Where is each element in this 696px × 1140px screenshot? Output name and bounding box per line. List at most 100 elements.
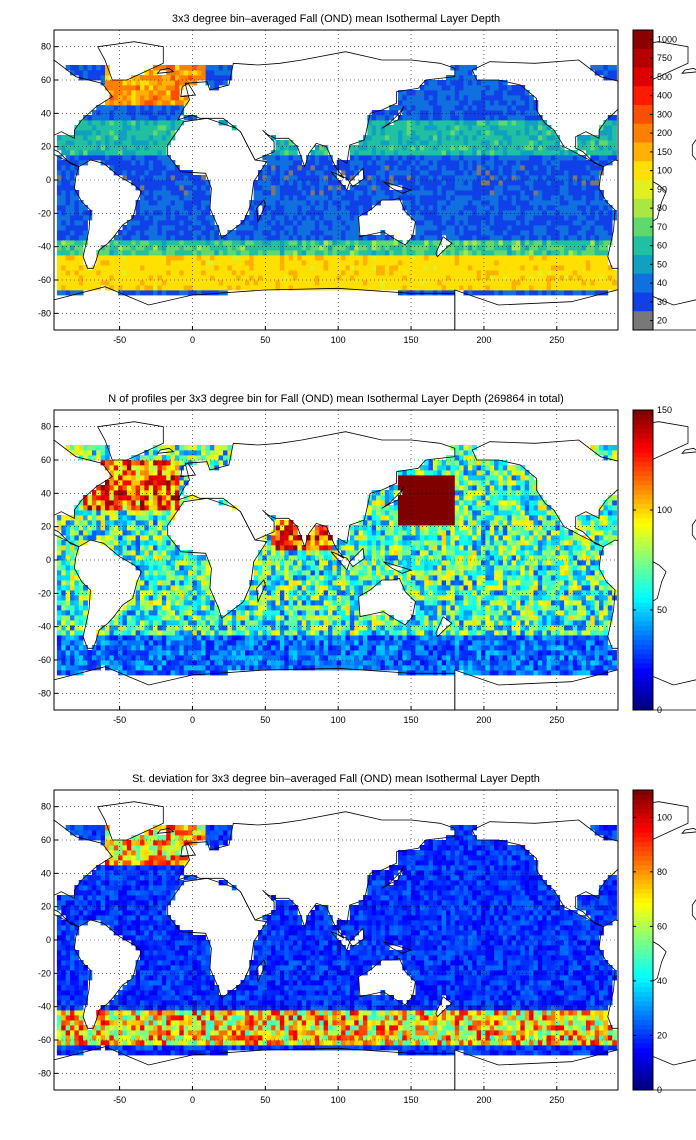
data-cell <box>183 170 189 176</box>
data-cell <box>415 195 421 201</box>
data-cell <box>310 275 316 281</box>
data-cell <box>590 230 596 236</box>
data-cell <box>61 290 67 296</box>
data-cell <box>174 250 180 256</box>
data-cell <box>406 110 412 116</box>
data-cell <box>188 195 193 201</box>
data-cell <box>454 85 460 91</box>
data-cell <box>507 670 513 676</box>
data-cell <box>319 655 325 661</box>
data-cell <box>258 195 263 201</box>
data-cell <box>209 220 215 226</box>
data-cell <box>599 220 604 226</box>
data-cell <box>336 260 342 266</box>
data-cell <box>599 140 604 146</box>
data-cell <box>590 180 596 186</box>
data-cell <box>105 85 110 91</box>
data-cell <box>419 650 425 656</box>
data-cell <box>144 280 150 286</box>
data-cell <box>240 645 246 651</box>
data-cell <box>96 135 102 141</box>
data-cell <box>542 180 547 186</box>
data-cell <box>349 245 355 251</box>
data-cell <box>105 270 110 276</box>
data-cell <box>524 125 530 131</box>
data-cell <box>201 240 206 246</box>
data-cell <box>406 245 412 251</box>
data-cell <box>253 650 259 656</box>
data-cell <box>188 275 193 281</box>
data-cell <box>358 645 364 651</box>
data-cell <box>70 260 75 266</box>
data-cell <box>183 225 189 231</box>
data-cell <box>446 120 451 126</box>
data-cell <box>144 100 150 106</box>
data-cell <box>157 260 163 266</box>
data-cell <box>537 230 543 236</box>
data-cell <box>118 80 123 86</box>
data-cell <box>389 155 394 161</box>
data-cell <box>485 265 491 271</box>
data-cell <box>568 250 574 256</box>
data-cell <box>319 645 325 651</box>
data-cell <box>511 205 517 211</box>
data-cell <box>78 260 84 266</box>
data-cell <box>144 255 150 261</box>
data-cell <box>109 275 115 281</box>
data-cell <box>122 670 128 676</box>
data-cell <box>467 255 473 261</box>
data-cell <box>183 275 189 281</box>
data-cell <box>594 260 600 266</box>
data-cell <box>223 250 228 256</box>
data-cell <box>550 225 556 231</box>
data-cell <box>293 230 298 236</box>
data-cell <box>105 645 110 651</box>
data-cell <box>118 90 123 96</box>
data-cell <box>153 285 158 291</box>
data-cell <box>572 645 578 651</box>
data-cell <box>529 275 534 281</box>
data-cell <box>498 655 504 661</box>
data-cell <box>411 150 416 156</box>
data-cell <box>118 265 123 271</box>
data-cell <box>144 175 150 181</box>
data-cell <box>148 80 154 86</box>
data-cell <box>275 175 281 181</box>
data-cell <box>188 655 193 661</box>
data-cell <box>507 125 513 131</box>
data-cell <box>266 260 272 266</box>
data-cell <box>432 105 438 111</box>
data-cell <box>122 645 128 651</box>
data-cell <box>179 175 185 181</box>
data-cell <box>376 140 381 146</box>
data-cell <box>454 215 460 221</box>
data-cell <box>201 225 206 231</box>
data-cell <box>546 645 552 651</box>
data-cell <box>188 205 193 211</box>
data-cell <box>415 275 421 281</box>
data-cell <box>139 290 145 296</box>
data-cell <box>362 270 368 276</box>
data-cell <box>131 230 137 236</box>
data-cell <box>502 235 508 241</box>
data-cell <box>336 210 342 216</box>
data-cell <box>105 75 110 81</box>
data-cell <box>205 240 211 246</box>
data-cell <box>61 255 67 261</box>
data-cell <box>402 255 408 261</box>
data-cell <box>323 200 329 206</box>
data-cell <box>310 250 316 256</box>
data-cell <box>546 165 552 171</box>
data-cell <box>161 95 167 101</box>
data-cell <box>336 650 342 656</box>
data-cell <box>389 285 394 291</box>
data-cell <box>397 245 403 251</box>
data-cell <box>166 200 171 206</box>
data-cell <box>599 130 604 136</box>
data-cell <box>78 660 84 666</box>
data-cell <box>148 200 154 206</box>
data-cell <box>323 170 329 176</box>
data-cell <box>61 270 67 276</box>
data-cell <box>371 265 377 271</box>
data-cell <box>139 640 145 646</box>
